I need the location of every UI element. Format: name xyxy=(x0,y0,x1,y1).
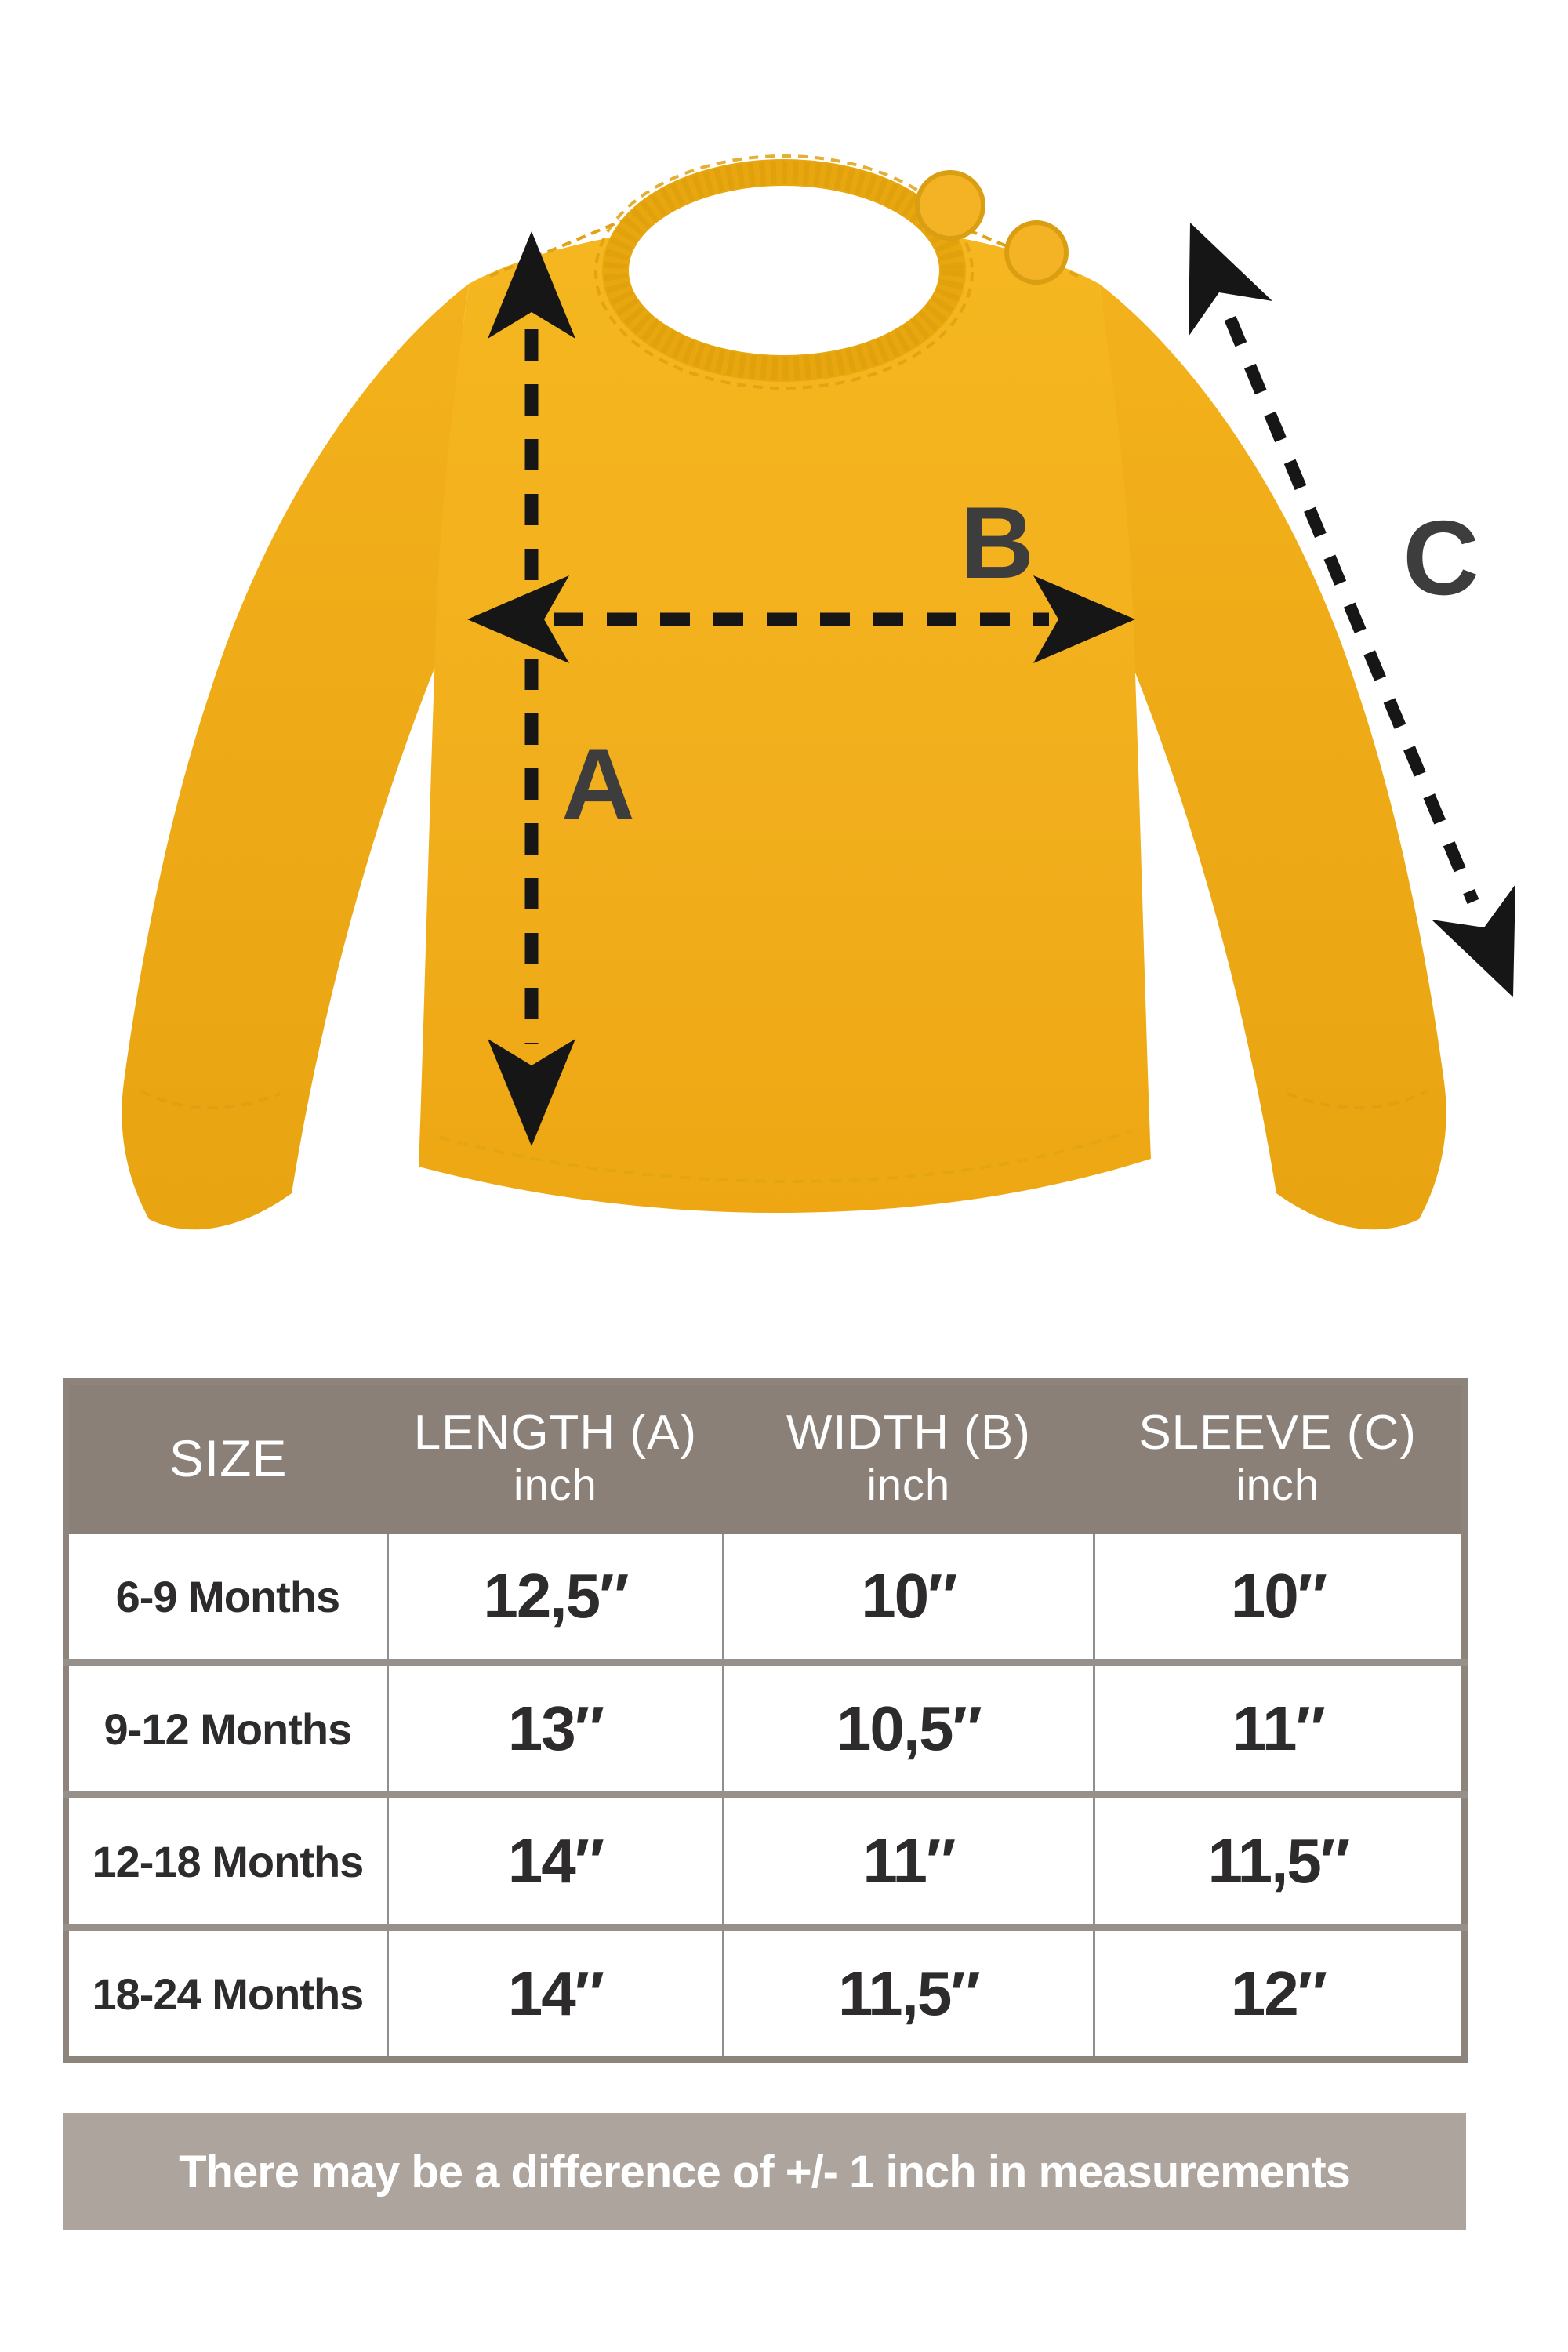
col-header-size: SIZE xyxy=(66,1381,388,1534)
measurement-tolerance-note: There may be a difference of +/- 1 inch … xyxy=(63,2113,1466,2230)
size-table-wrap: SIZE LENGTH (A) inch WIDTH (B) inch SLEE… xyxy=(63,1378,1468,2063)
col-header-length-title: LENGTH (A) xyxy=(413,1406,698,1461)
length-arrow xyxy=(488,231,575,1146)
table-row: 12-18 Months 14″ 11″ 11,5″ xyxy=(66,1791,1465,1928)
row-0-length: 12,5″ xyxy=(386,1534,724,1663)
row-1-length: 13″ xyxy=(386,1659,724,1795)
table-row: 9-12 Months 13″ 10,5″ 11″ xyxy=(66,1659,1465,1795)
collar-rib-texture xyxy=(604,161,964,380)
col-header-size-title: SIZE xyxy=(169,1429,288,1488)
row-2-width: 11″ xyxy=(721,1791,1094,1928)
col-header-length-unit: inch xyxy=(514,1460,597,1510)
col-header-sleeve-unit: inch xyxy=(1236,1460,1319,1510)
left-cuff-stitch xyxy=(140,1090,281,1109)
shirt-right-sleeve xyxy=(1099,284,1446,1230)
col-header-width: WIDTH (B) inch xyxy=(723,1381,1094,1534)
snap-button-1 xyxy=(915,170,985,241)
row-3-width: 11,5″ xyxy=(721,1924,1094,2060)
row-0-size: 6-9 Months xyxy=(66,1534,388,1663)
snap-button-2 xyxy=(1004,220,1069,285)
neck-opening xyxy=(615,172,953,368)
col-header-width-title: WIDTH (B) xyxy=(786,1406,1031,1461)
collar-stitch xyxy=(594,154,974,390)
left-shoulder-seam xyxy=(489,216,630,278)
size-table: SIZE LENGTH (A) inch WIDTH (B) inch SLEE… xyxy=(63,1378,1468,2063)
row-0-width: 10″ xyxy=(721,1534,1094,1663)
table-row: 18-24 Months 14″ 11,5″ 12″ xyxy=(66,1924,1465,2060)
col-header-width-unit: inch xyxy=(866,1460,951,1510)
col-header-sleeve-title: SLEEVE (C) xyxy=(1138,1406,1417,1461)
row-1-width: 10,5″ xyxy=(721,1659,1094,1795)
table-row: 6-9 Months 12,5″ 10″ 10″ xyxy=(66,1534,1465,1663)
right-cuff-stitch xyxy=(1287,1090,1428,1109)
row-2-sleeve: 11,5″ xyxy=(1092,1791,1465,1928)
sleeve-arrow xyxy=(1189,223,1515,997)
row-1-sleeve: 11″ xyxy=(1092,1659,1465,1795)
shirt-body xyxy=(419,221,1151,1214)
length-label: A xyxy=(561,727,635,841)
sleeve-label: C xyxy=(1403,499,1479,617)
shirt-left-sleeve xyxy=(122,284,469,1230)
col-header-length: LENGTH (A) inch xyxy=(387,1381,724,1534)
row-3-size: 18-24 Months xyxy=(66,1924,388,2060)
row-3-length: 14″ xyxy=(386,1924,724,2060)
row-2-length: 14″ xyxy=(386,1791,724,1928)
hem-stitch xyxy=(438,1129,1132,1184)
row-3-sleeve: 12″ xyxy=(1092,1924,1465,2060)
row-2-size: 12-18 Months xyxy=(66,1791,388,1928)
row-1-size: 9-12 Months xyxy=(66,1659,388,1795)
col-header-sleeve: SLEEVE (C) inch xyxy=(1094,1381,1465,1534)
width-arrow xyxy=(467,575,1135,663)
row-0-sleeve: 10″ xyxy=(1092,1534,1465,1663)
table-header-row: SIZE LENGTH (A) inch WIDTH (B) inch SLEE… xyxy=(66,1381,1465,1534)
width-label: B xyxy=(960,485,1034,600)
size-diagram: A B C xyxy=(122,154,1515,1230)
